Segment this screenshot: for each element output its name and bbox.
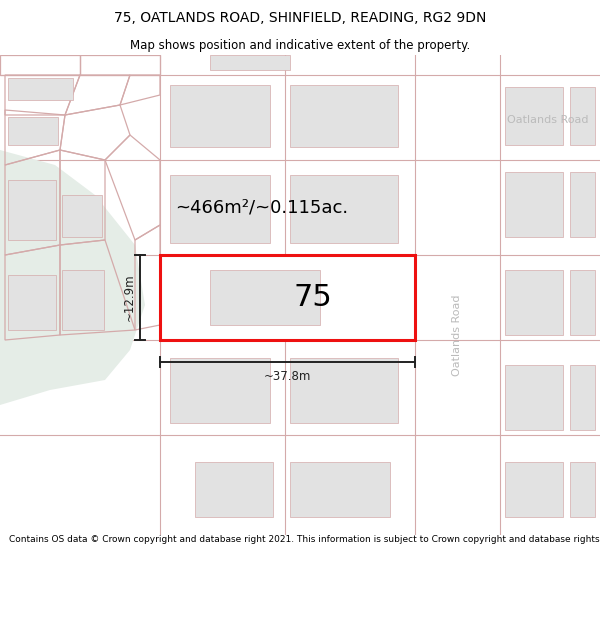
Text: 75, OATLANDS ROAD, SHINFIELD, READING, RG2 9DN: 75, OATLANDS ROAD, SHINFIELD, READING, R… xyxy=(114,11,486,25)
Bar xyxy=(570,270,595,335)
Text: Oatlands Road: Oatlands Road xyxy=(507,115,589,125)
Bar xyxy=(505,365,563,430)
Bar xyxy=(170,358,270,423)
Bar xyxy=(62,270,104,330)
Bar xyxy=(290,462,390,517)
Polygon shape xyxy=(0,150,145,405)
Bar xyxy=(8,275,56,330)
Bar xyxy=(195,462,273,517)
Bar xyxy=(290,175,398,243)
Bar xyxy=(505,87,563,145)
Bar xyxy=(170,175,270,243)
Bar xyxy=(160,255,415,340)
Bar xyxy=(505,462,563,517)
Bar xyxy=(8,180,56,240)
Text: ~466m²/~0.115ac.: ~466m²/~0.115ac. xyxy=(175,198,348,216)
Bar xyxy=(505,172,563,237)
Bar xyxy=(505,270,563,335)
Text: ~37.8m: ~37.8m xyxy=(264,370,311,383)
Bar xyxy=(570,87,595,145)
Text: Map shows position and indicative extent of the property.: Map shows position and indicative extent… xyxy=(130,39,470,51)
Bar xyxy=(570,365,595,430)
Text: 75: 75 xyxy=(293,283,332,312)
Bar xyxy=(570,172,595,237)
Bar xyxy=(8,78,73,100)
Bar xyxy=(210,55,290,70)
Bar xyxy=(8,117,58,145)
Bar xyxy=(170,85,270,147)
Bar xyxy=(62,195,102,237)
Text: Contains OS data © Crown copyright and database right 2021. This information is : Contains OS data © Crown copyright and d… xyxy=(9,535,600,544)
Bar xyxy=(290,358,398,423)
Text: ~12.9m: ~12.9m xyxy=(123,274,136,321)
Text: Oatlands Road: Oatlands Road xyxy=(452,294,462,376)
Bar xyxy=(570,462,595,517)
Bar xyxy=(210,270,320,325)
Bar xyxy=(290,85,398,147)
